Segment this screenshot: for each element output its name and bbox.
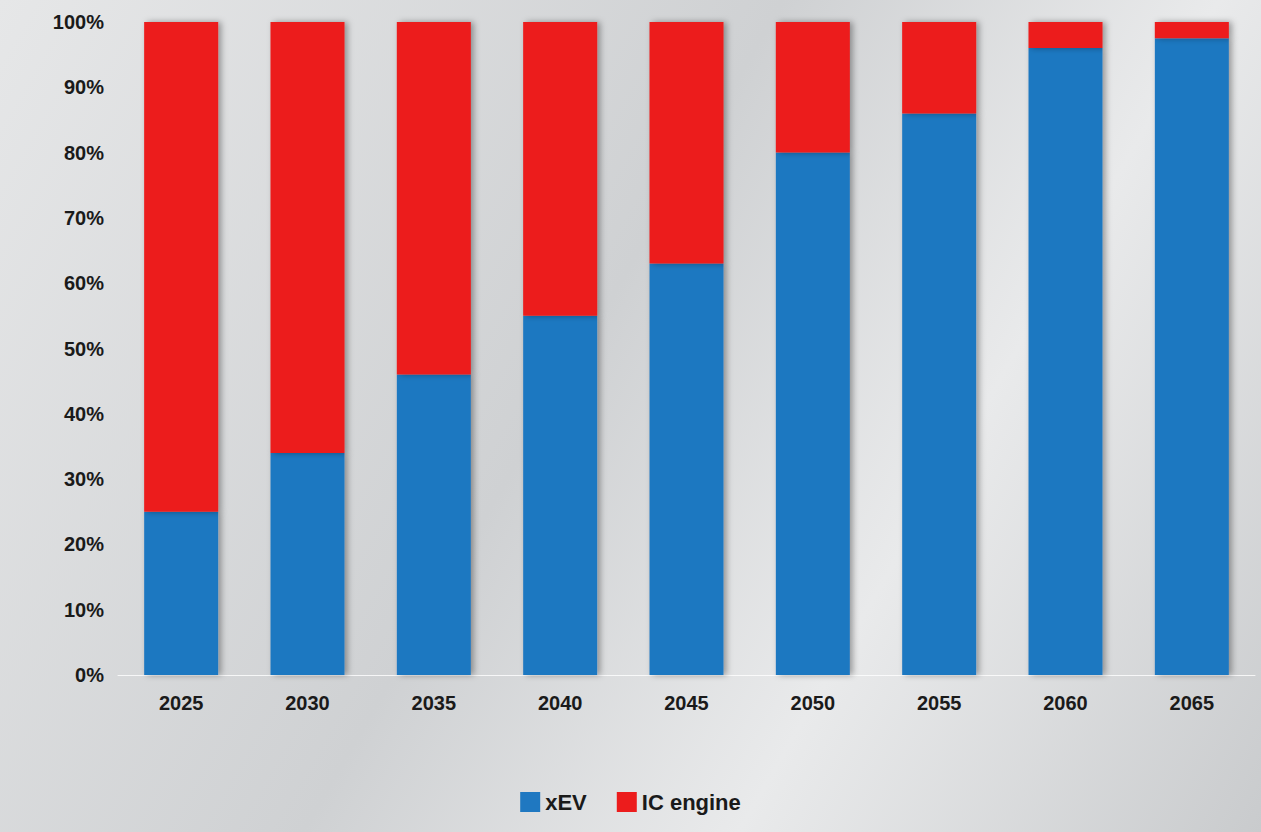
svg-text:2040: 2040 bbox=[538, 692, 583, 714]
svg-text:2035: 2035 bbox=[412, 692, 457, 714]
svg-text:90%: 90% bbox=[64, 76, 104, 98]
svg-text:70%: 70% bbox=[64, 207, 104, 229]
svg-text:2065: 2065 bbox=[1170, 692, 1215, 714]
svg-text:IC engine: IC engine bbox=[642, 790, 741, 815]
svg-text:30%: 30% bbox=[64, 468, 104, 490]
svg-text:40%: 40% bbox=[64, 403, 104, 425]
svg-text:2055: 2055 bbox=[917, 692, 962, 714]
svg-text:100%: 100% bbox=[53, 11, 104, 33]
svg-text:2050: 2050 bbox=[791, 692, 836, 714]
svg-text:xEV: xEV bbox=[545, 790, 587, 815]
svg-text:60%: 60% bbox=[64, 272, 104, 294]
svg-text:2025: 2025 bbox=[159, 692, 204, 714]
svg-text:20%: 20% bbox=[64, 533, 104, 555]
svg-text:2030: 2030 bbox=[285, 692, 330, 714]
svg-text:50%: 50% bbox=[64, 338, 104, 360]
svg-text:2060: 2060 bbox=[1043, 692, 1088, 714]
svg-text:0%: 0% bbox=[75, 664, 104, 686]
svg-text:10%: 10% bbox=[64, 599, 104, 621]
svg-text:80%: 80% bbox=[64, 142, 104, 164]
svg-text:2045: 2045 bbox=[664, 692, 709, 714]
